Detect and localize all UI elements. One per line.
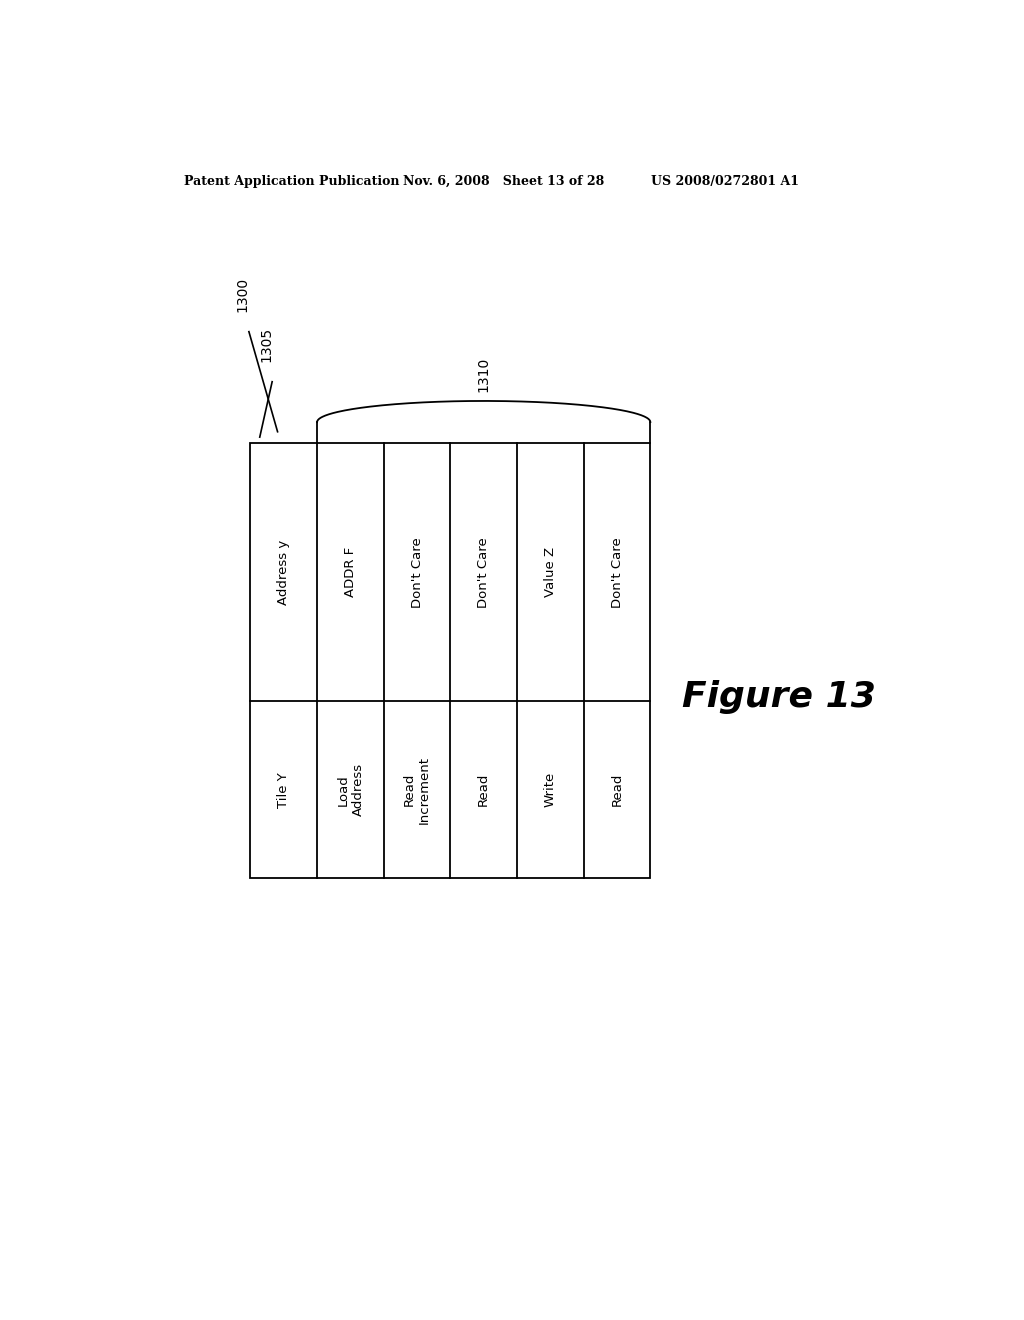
- Text: 1300: 1300: [236, 277, 250, 313]
- Text: 1310: 1310: [477, 356, 490, 392]
- Bar: [251, 444, 650, 878]
- Text: Read: Read: [477, 774, 490, 807]
- Text: Figure 13: Figure 13: [682, 680, 876, 714]
- Text: Don't Care: Don't Care: [411, 537, 424, 607]
- Text: Don't Care: Don't Care: [477, 537, 490, 607]
- Text: Don't Care: Don't Care: [610, 537, 624, 607]
- Text: Address y: Address y: [278, 540, 290, 605]
- Text: Read: Read: [610, 774, 624, 807]
- Text: US 2008/0272801 A1: US 2008/0272801 A1: [651, 176, 799, 187]
- Text: Load
Address: Load Address: [337, 763, 365, 816]
- Text: Tile Y: Tile Y: [278, 772, 290, 808]
- Text: Value Z: Value Z: [544, 548, 557, 598]
- Text: ADDR F: ADDR F: [344, 548, 357, 598]
- Text: Read
Increment: Read Increment: [403, 756, 431, 824]
- Text: 1305: 1305: [259, 327, 273, 363]
- Text: Write: Write: [544, 772, 557, 808]
- Text: Patent Application Publication: Patent Application Publication: [183, 176, 399, 187]
- Text: Nov. 6, 2008   Sheet 13 of 28: Nov. 6, 2008 Sheet 13 of 28: [403, 176, 604, 187]
